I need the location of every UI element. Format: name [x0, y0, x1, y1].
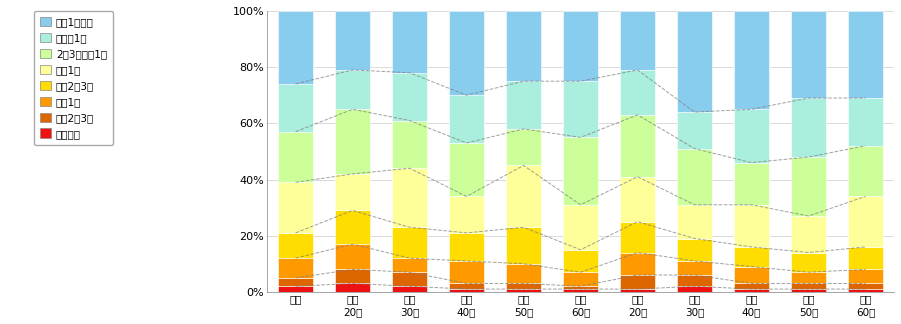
Bar — [849, 247, 883, 269]
Bar — [621, 115, 655, 177]
Bar — [278, 182, 313, 233]
Bar — [278, 258, 313, 278]
Bar — [393, 73, 427, 121]
Bar — [506, 264, 541, 284]
Bar — [678, 238, 712, 261]
Bar — [393, 227, 427, 258]
Bar — [734, 163, 769, 205]
Bar — [450, 289, 484, 292]
Bar — [734, 289, 769, 292]
Bar — [849, 289, 883, 292]
Bar — [393, 11, 427, 73]
Bar — [734, 267, 769, 284]
Bar — [335, 11, 369, 70]
Bar — [563, 11, 597, 81]
Bar — [849, 196, 883, 247]
Bar — [621, 289, 655, 292]
Bar — [335, 174, 369, 210]
Bar — [678, 286, 712, 292]
Bar — [450, 143, 484, 196]
Bar — [506, 284, 541, 289]
Bar — [393, 168, 427, 227]
Bar — [678, 275, 712, 286]
Bar — [506, 227, 541, 264]
Bar — [791, 284, 825, 289]
Legend: 年に1回以下, 半年に1回, 2〜3カ月に1回, 月に1回, 月に2〜3回, 週に1回, 週に2〜3回, ほぼ毎日: 年に1回以下, 半年に1回, 2〜3カ月に1回, 月に1回, 月に2〜3回, 週… — [34, 11, 114, 145]
Bar — [450, 233, 484, 261]
Bar — [621, 177, 655, 222]
Bar — [791, 98, 825, 157]
Bar — [621, 11, 655, 70]
Bar — [791, 252, 825, 272]
Bar — [506, 129, 541, 166]
Bar — [791, 289, 825, 292]
Bar — [734, 109, 769, 163]
Bar — [791, 272, 825, 284]
Bar — [278, 11, 313, 84]
Bar — [393, 272, 427, 286]
Bar — [791, 11, 825, 98]
Bar — [393, 121, 427, 168]
Bar — [563, 250, 597, 272]
Bar — [278, 233, 313, 258]
Bar — [278, 84, 313, 132]
Bar — [563, 81, 597, 137]
Bar — [506, 289, 541, 292]
Bar — [393, 258, 427, 272]
Bar — [678, 112, 712, 149]
Bar — [791, 216, 825, 252]
Bar — [450, 196, 484, 233]
Bar — [734, 247, 769, 267]
Bar — [450, 284, 484, 289]
Bar — [621, 222, 655, 252]
Bar — [450, 11, 484, 95]
Bar — [506, 11, 541, 81]
Bar — [450, 95, 484, 143]
Bar — [335, 269, 369, 284]
Bar — [621, 70, 655, 115]
Bar — [849, 269, 883, 284]
Bar — [335, 109, 369, 174]
Bar — [563, 137, 597, 205]
Bar — [506, 81, 541, 129]
Bar — [849, 11, 883, 98]
Bar — [563, 289, 597, 292]
Bar — [506, 166, 541, 227]
Bar — [278, 286, 313, 292]
Bar — [678, 205, 712, 238]
Bar — [849, 98, 883, 146]
Bar — [563, 205, 597, 250]
Bar — [278, 132, 313, 182]
Bar — [335, 210, 369, 244]
Bar — [563, 286, 597, 289]
Bar — [734, 205, 769, 247]
Bar — [621, 275, 655, 289]
Bar — [678, 261, 712, 275]
Bar — [678, 11, 712, 112]
Bar — [450, 261, 484, 284]
Bar — [563, 272, 597, 286]
Bar — [849, 284, 883, 289]
Bar — [791, 157, 825, 216]
Bar — [678, 149, 712, 205]
Bar — [393, 286, 427, 292]
Bar — [734, 11, 769, 109]
Bar — [734, 284, 769, 289]
Bar — [335, 70, 369, 109]
Bar — [621, 252, 655, 275]
Bar — [335, 284, 369, 292]
Bar — [849, 146, 883, 196]
Bar — [335, 244, 369, 269]
Bar — [278, 278, 313, 286]
